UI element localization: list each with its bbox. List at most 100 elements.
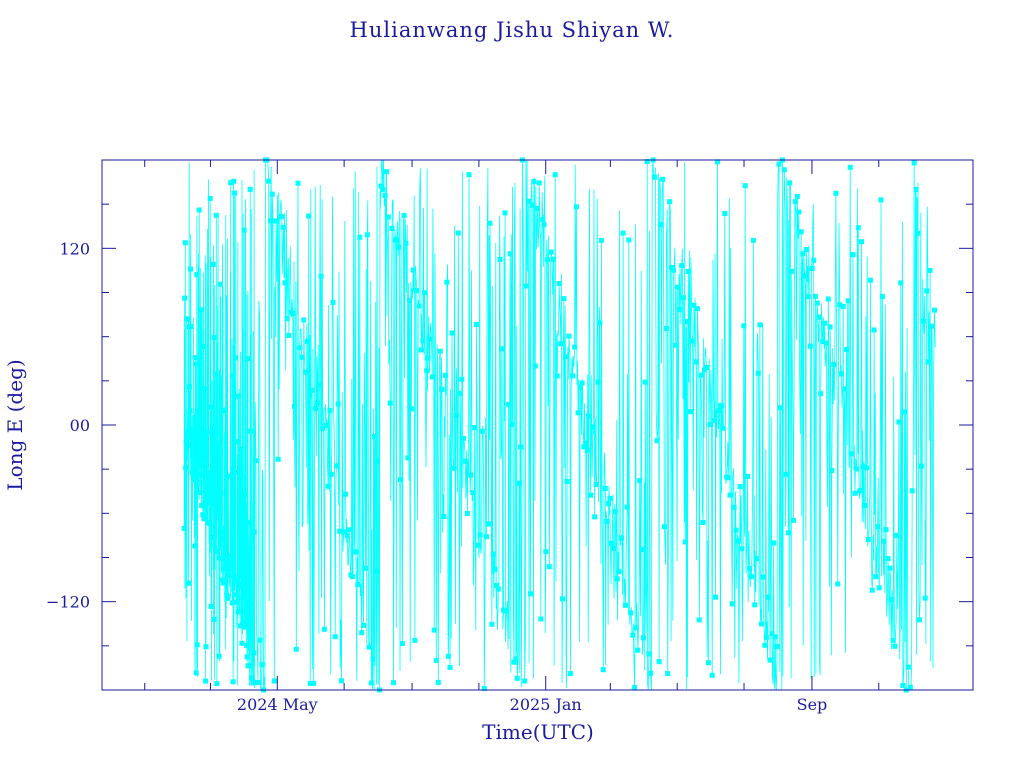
longitude-data-point [805, 294, 811, 300]
longitude-data-point [691, 302, 697, 308]
longitude-data-point [361, 622, 366, 628]
longitude-data-point [187, 408, 193, 414]
longitude-data-point [752, 602, 758, 608]
longitude-data-point [564, 479, 570, 484]
longitude-data-point [373, 458, 379, 464]
longitude-data-point [716, 408, 722, 413]
longitude-data-point [201, 386, 207, 392]
longitude-data-point [639, 547, 645, 552]
longitude-data-point [532, 363, 538, 369]
longitude-data-point [327, 408, 333, 413]
longitude-data-point [290, 310, 296, 316]
longitude-data-point [541, 222, 547, 228]
longitude-data-point [889, 597, 895, 603]
longitude-data-point [753, 556, 759, 562]
longitude-data-point [663, 326, 669, 331]
longitude-data-point [876, 585, 882, 591]
longitude-data-point [648, 670, 654, 676]
longitude-data-point [628, 610, 634, 616]
longitude-data-point [794, 193, 800, 199]
longitude-data-point [188, 324, 194, 330]
longitude-data-point [673, 342, 679, 348]
longitude-data-point [441, 514, 447, 519]
longitude-data-point [231, 574, 237, 580]
longitude-data-point [242, 492, 248, 497]
longitude-data-point [219, 577, 225, 583]
longitude-data-point [472, 425, 478, 431]
longitude-data-point [249, 626, 255, 632]
longitude-data-point [696, 617, 702, 623]
longitude-data-point [741, 323, 747, 329]
longitude-data-point [802, 273, 808, 279]
longitude-data-point [303, 369, 308, 375]
longitude-data-point [337, 528, 343, 534]
longitude-data-point [209, 404, 214, 410]
longitude-data-point [455, 230, 461, 236]
longitude-data-point [462, 458, 468, 464]
longitude-data-point [831, 361, 837, 367]
longitude-data-point [444, 279, 450, 285]
longitude-data-point [271, 678, 277, 684]
longitude-data-point [387, 400, 393, 406]
longitude-data-point [190, 470, 196, 476]
longitude-data-point [433, 657, 439, 663]
longitude-data-point [556, 281, 562, 286]
longitude-data-point [368, 680, 374, 686]
longitude-data-point [209, 535, 215, 540]
longitude-data-point [929, 323, 935, 329]
longitude-data-point [219, 529, 225, 535]
longitude-data-point [316, 382, 322, 388]
longitude-data-point [873, 574, 879, 580]
longitude-data-point [762, 642, 768, 648]
longitude-data-point [306, 213, 312, 219]
longitude-data-point [609, 540, 614, 546]
longitude-data-point [698, 372, 704, 378]
longitude-data-point [905, 664, 911, 670]
longitude-data-point [325, 483, 331, 489]
longitude-data-point [405, 455, 411, 461]
longitude-data-point [844, 346, 849, 352]
longitude-data-point [391, 680, 396, 686]
longitude-data-point [412, 637, 418, 643]
longitude-data-point [518, 444, 524, 450]
chart-title: Hulianwang Jishu Shiyan W. [350, 18, 675, 42]
longitude-data-point [595, 379, 601, 385]
longitude-data-point [234, 578, 239, 584]
longitude-data-point [382, 193, 388, 198]
longitude-data-point [227, 573, 233, 578]
longitude-data-point [509, 422, 515, 428]
longitude-data-point [781, 167, 787, 173]
longitude-data-point [769, 631, 775, 637]
longitude-data-point [207, 195, 213, 201]
longitude-data-point [470, 490, 476, 496]
longitude-data-point [825, 296, 831, 302]
longitude-data-point [558, 341, 564, 347]
longitude-data-point [675, 284, 681, 290]
longitude-data-point [855, 225, 861, 231]
longitude-data-point [343, 491, 349, 497]
longitude-data-point [646, 651, 652, 657]
longitude-data-point [669, 265, 675, 270]
longitude-data-point [194, 642, 200, 648]
longitude-data-point [909, 488, 915, 494]
longitude-data-point [439, 386, 445, 392]
longitude-data-point [922, 595, 928, 601]
x-tick-label: 2025 Jan [510, 695, 582, 714]
longitude-data-point [604, 518, 610, 524]
longitude-data-point [251, 650, 257, 656]
longitude-data-point [195, 408, 201, 414]
longitude-data-point [192, 355, 198, 361]
longitude-data-point [437, 348, 443, 354]
longitude-data-point [236, 393, 242, 399]
longitude-data-point [540, 217, 546, 222]
longitude-data-point [633, 625, 639, 631]
longitude-data-point [729, 601, 735, 607]
longitude-data-point [218, 506, 224, 512]
longitude-data-point [227, 561, 233, 567]
longitude-data-point [445, 653, 451, 659]
longitude-data-point [679, 263, 685, 269]
longitude-data-point [682, 539, 688, 545]
longitude-data-point [707, 422, 713, 428]
longitude-data-point [196, 489, 202, 495]
longitude-data-point [776, 161, 782, 167]
